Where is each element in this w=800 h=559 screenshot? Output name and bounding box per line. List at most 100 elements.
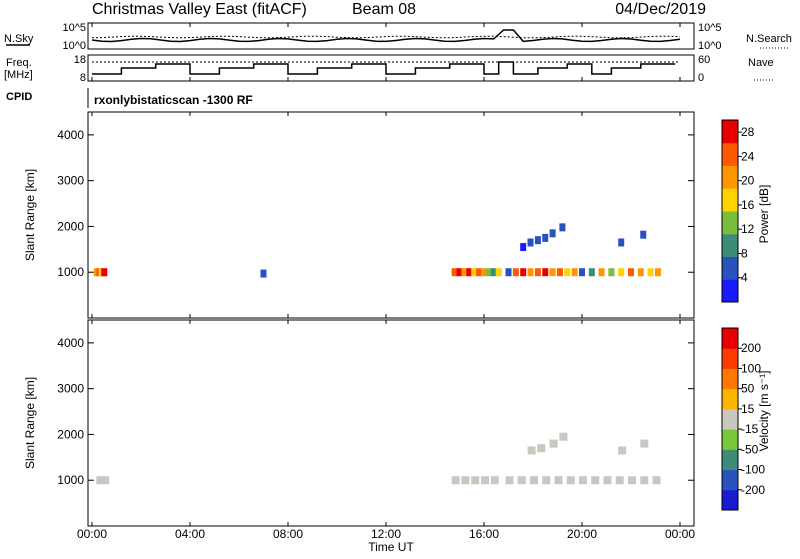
data-point xyxy=(564,268,571,277)
nsearch-label: N.Search xyxy=(746,33,792,45)
nsky-tick-top: 10^5 xyxy=(62,22,86,34)
data-point xyxy=(101,476,110,485)
nsearch-trace xyxy=(91,35,681,39)
power-colorbar-label: Power [dB] xyxy=(757,185,771,244)
colorbar-tick-label: 100 xyxy=(741,361,761,375)
x-tick-label: 08:00 xyxy=(273,527,303,541)
data-point xyxy=(527,446,536,455)
y-tick-label: 3000 xyxy=(57,382,84,396)
data-point xyxy=(615,476,624,485)
data-point xyxy=(618,238,625,247)
colorbar-segment xyxy=(722,368,738,390)
colorbar-segment xyxy=(722,120,738,144)
data-point xyxy=(579,476,587,485)
colorbar-tick-label: 4 xyxy=(741,271,748,285)
velocity-colorbar-label: Velocity [m s⁻¹] xyxy=(757,370,771,451)
station-title: Christmas Valley East (fitACF) xyxy=(92,1,307,18)
data-point xyxy=(476,268,483,277)
velocity-y-axis: 1000 2000 3000 4000 xyxy=(57,336,694,487)
noise-panel-frame xyxy=(87,22,695,50)
data-point xyxy=(608,268,615,277)
colorbar-segment xyxy=(722,429,738,450)
nave-label: Nave xyxy=(748,57,774,69)
velocity-points xyxy=(96,432,661,485)
colorbar-segment xyxy=(722,449,738,471)
data-point xyxy=(637,268,644,277)
colorbar-frame xyxy=(721,327,739,511)
data-point xyxy=(640,476,649,485)
freq-panel-frame xyxy=(87,54,695,82)
data-point xyxy=(485,268,492,277)
velocity-colorbar: 200 100 50 15 -15 -50 -100 -200 xyxy=(721,327,765,511)
y-tick-label: 2000 xyxy=(57,219,84,233)
colorbar-tick-label: 20 xyxy=(741,174,755,188)
nsky-label: N.Sky xyxy=(4,33,34,45)
y-tick-label: 1000 xyxy=(57,473,84,487)
data-point xyxy=(490,476,499,485)
data-point xyxy=(471,268,478,277)
data-point xyxy=(566,476,575,485)
data-point xyxy=(647,268,654,277)
data-point xyxy=(481,476,489,485)
cpid-label: CPID xyxy=(6,91,32,103)
y-tick-label: 3000 xyxy=(57,174,84,188)
x-tick-label: 04:00 xyxy=(175,527,205,541)
data-point xyxy=(559,223,566,232)
colorbar-tick-label: 50 xyxy=(741,382,755,396)
data-point xyxy=(628,268,634,277)
freq-unit: [MHz] xyxy=(4,69,33,81)
time-x-axis: 00:00 04:00 08:00 12:00 16:00 20:00 00:00 xyxy=(77,23,695,541)
colorbar-tick-label: 24 xyxy=(741,149,755,163)
nave-tick-top: 60 xyxy=(698,54,710,66)
data-point xyxy=(579,268,585,277)
data-point xyxy=(559,432,568,441)
colorbar-tick-label: 28 xyxy=(741,125,755,139)
data-point xyxy=(588,268,595,277)
data-point xyxy=(640,230,647,239)
data-point xyxy=(471,476,480,485)
data-point xyxy=(654,268,661,277)
colorbar-tick-label: 16 xyxy=(741,198,755,212)
colorbar-frame xyxy=(721,119,739,303)
data-point xyxy=(618,446,627,455)
colorbar-segment xyxy=(722,469,738,491)
data-point xyxy=(549,229,556,238)
colorbar-segment xyxy=(722,233,738,257)
colorbar-segment xyxy=(722,279,738,303)
data-point xyxy=(537,444,546,453)
x-tick-label: 20:00 xyxy=(567,527,597,541)
data-point xyxy=(527,268,534,277)
colorbar-segment xyxy=(722,388,738,410)
colorbar-tick-label: -200 xyxy=(741,483,765,497)
x-axis-label: Time UT xyxy=(368,540,414,554)
colorbar-tick-label: 12 xyxy=(741,222,755,236)
colorbar-segment xyxy=(722,408,738,430)
power-ylabel: Slant Range [km] xyxy=(23,169,37,261)
colorbar-segment xyxy=(722,256,738,280)
data-point xyxy=(542,233,549,242)
x-tick-label: 00:00 xyxy=(77,527,107,541)
data-point xyxy=(505,268,512,277)
data-point xyxy=(451,268,458,277)
colorbar-tick-label: -100 xyxy=(741,463,765,477)
colorbar-segment xyxy=(722,328,738,349)
y-tick-label: 1000 xyxy=(57,265,84,279)
colorbar-segment xyxy=(722,188,738,212)
nsky-tick-bottom: 10^0 xyxy=(62,40,86,52)
data-point xyxy=(549,439,558,448)
data-point xyxy=(520,268,527,277)
x-tick-label: 12:00 xyxy=(371,527,401,541)
data-point xyxy=(652,476,661,485)
power-colorbar: 4 8 12 16 20 24 28 xyxy=(721,119,755,303)
data-point xyxy=(542,268,549,277)
data-point xyxy=(456,268,463,277)
velocity-ylabel: Slant Range [km] xyxy=(23,377,37,469)
data-point xyxy=(520,243,527,252)
beam-label: Beam 08 xyxy=(352,1,416,18)
data-point xyxy=(466,268,473,277)
colorbar-tick-label: -15 xyxy=(741,422,759,436)
data-point xyxy=(101,268,108,277)
y-tick-label: 4000 xyxy=(57,128,84,142)
